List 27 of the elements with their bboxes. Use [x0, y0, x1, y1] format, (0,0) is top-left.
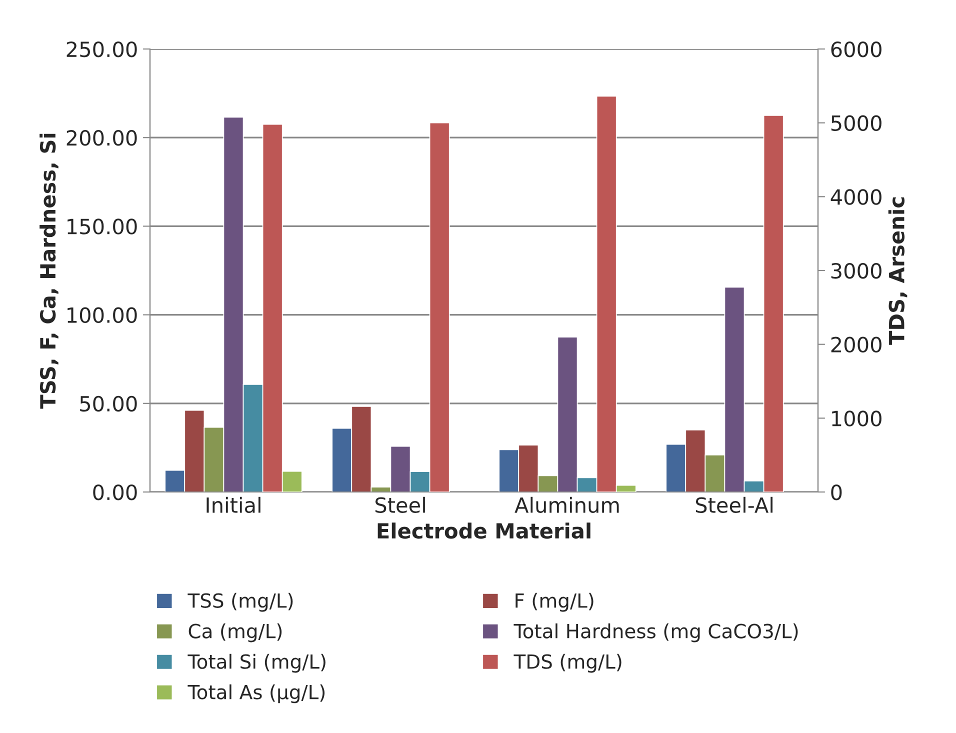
- y-tick-label: 100.00: [68, 307, 137, 324]
- y2-tick-label: 6000: [831, 41, 882, 58]
- y-tick-label: 200.00: [66, 130, 137, 146]
- y2-tick-label: 2000: [831, 336, 882, 353]
- legend-label: Total As (µg/L): [188, 684, 325, 704]
- y2-axis-title: TDS, Arsenic: [888, 197, 908, 345]
- y-axis-title: TSS, F, Ca, Hardness, Si: [40, 134, 58, 409]
- legend-label: F (mg/L): [516, 592, 594, 612]
- legend-label: TSS (mg/L): [188, 592, 293, 612]
- x-tick-label: Steel: [375, 496, 425, 513]
- x-tick-label: Steel-Al: [696, 496, 772, 513]
- legend-label: TDS (mg/L): [514, 654, 622, 673]
- x-tick-label: Initial: [206, 496, 260, 513]
- legend-label: Total Hardness (mg CaCO3/L): [514, 623, 798, 642]
- legend-label: Total Si (mg/L): [188, 654, 326, 673]
- y-tick-label: 0.00: [93, 484, 137, 500]
- x-tick-label: Aluminum: [514, 496, 619, 513]
- y2-tick-label: 5000: [831, 115, 882, 132]
- legend-label: Ca (mg/L): [188, 623, 282, 642]
- y-tick-label: 150.00: [68, 218, 137, 234]
- y2-tick-label: 3000: [831, 262, 882, 279]
- y2-tick-label: 1000: [832, 410, 882, 426]
- y-tick-label: 250.00: [66, 41, 137, 58]
- y2-tick-label: 0: [831, 484, 842, 500]
- x-axis-title: Electrode Material: [378, 522, 590, 539]
- y2-tick-label: 4000: [830, 189, 882, 205]
- y-tick-label: 50.00: [80, 396, 137, 412]
